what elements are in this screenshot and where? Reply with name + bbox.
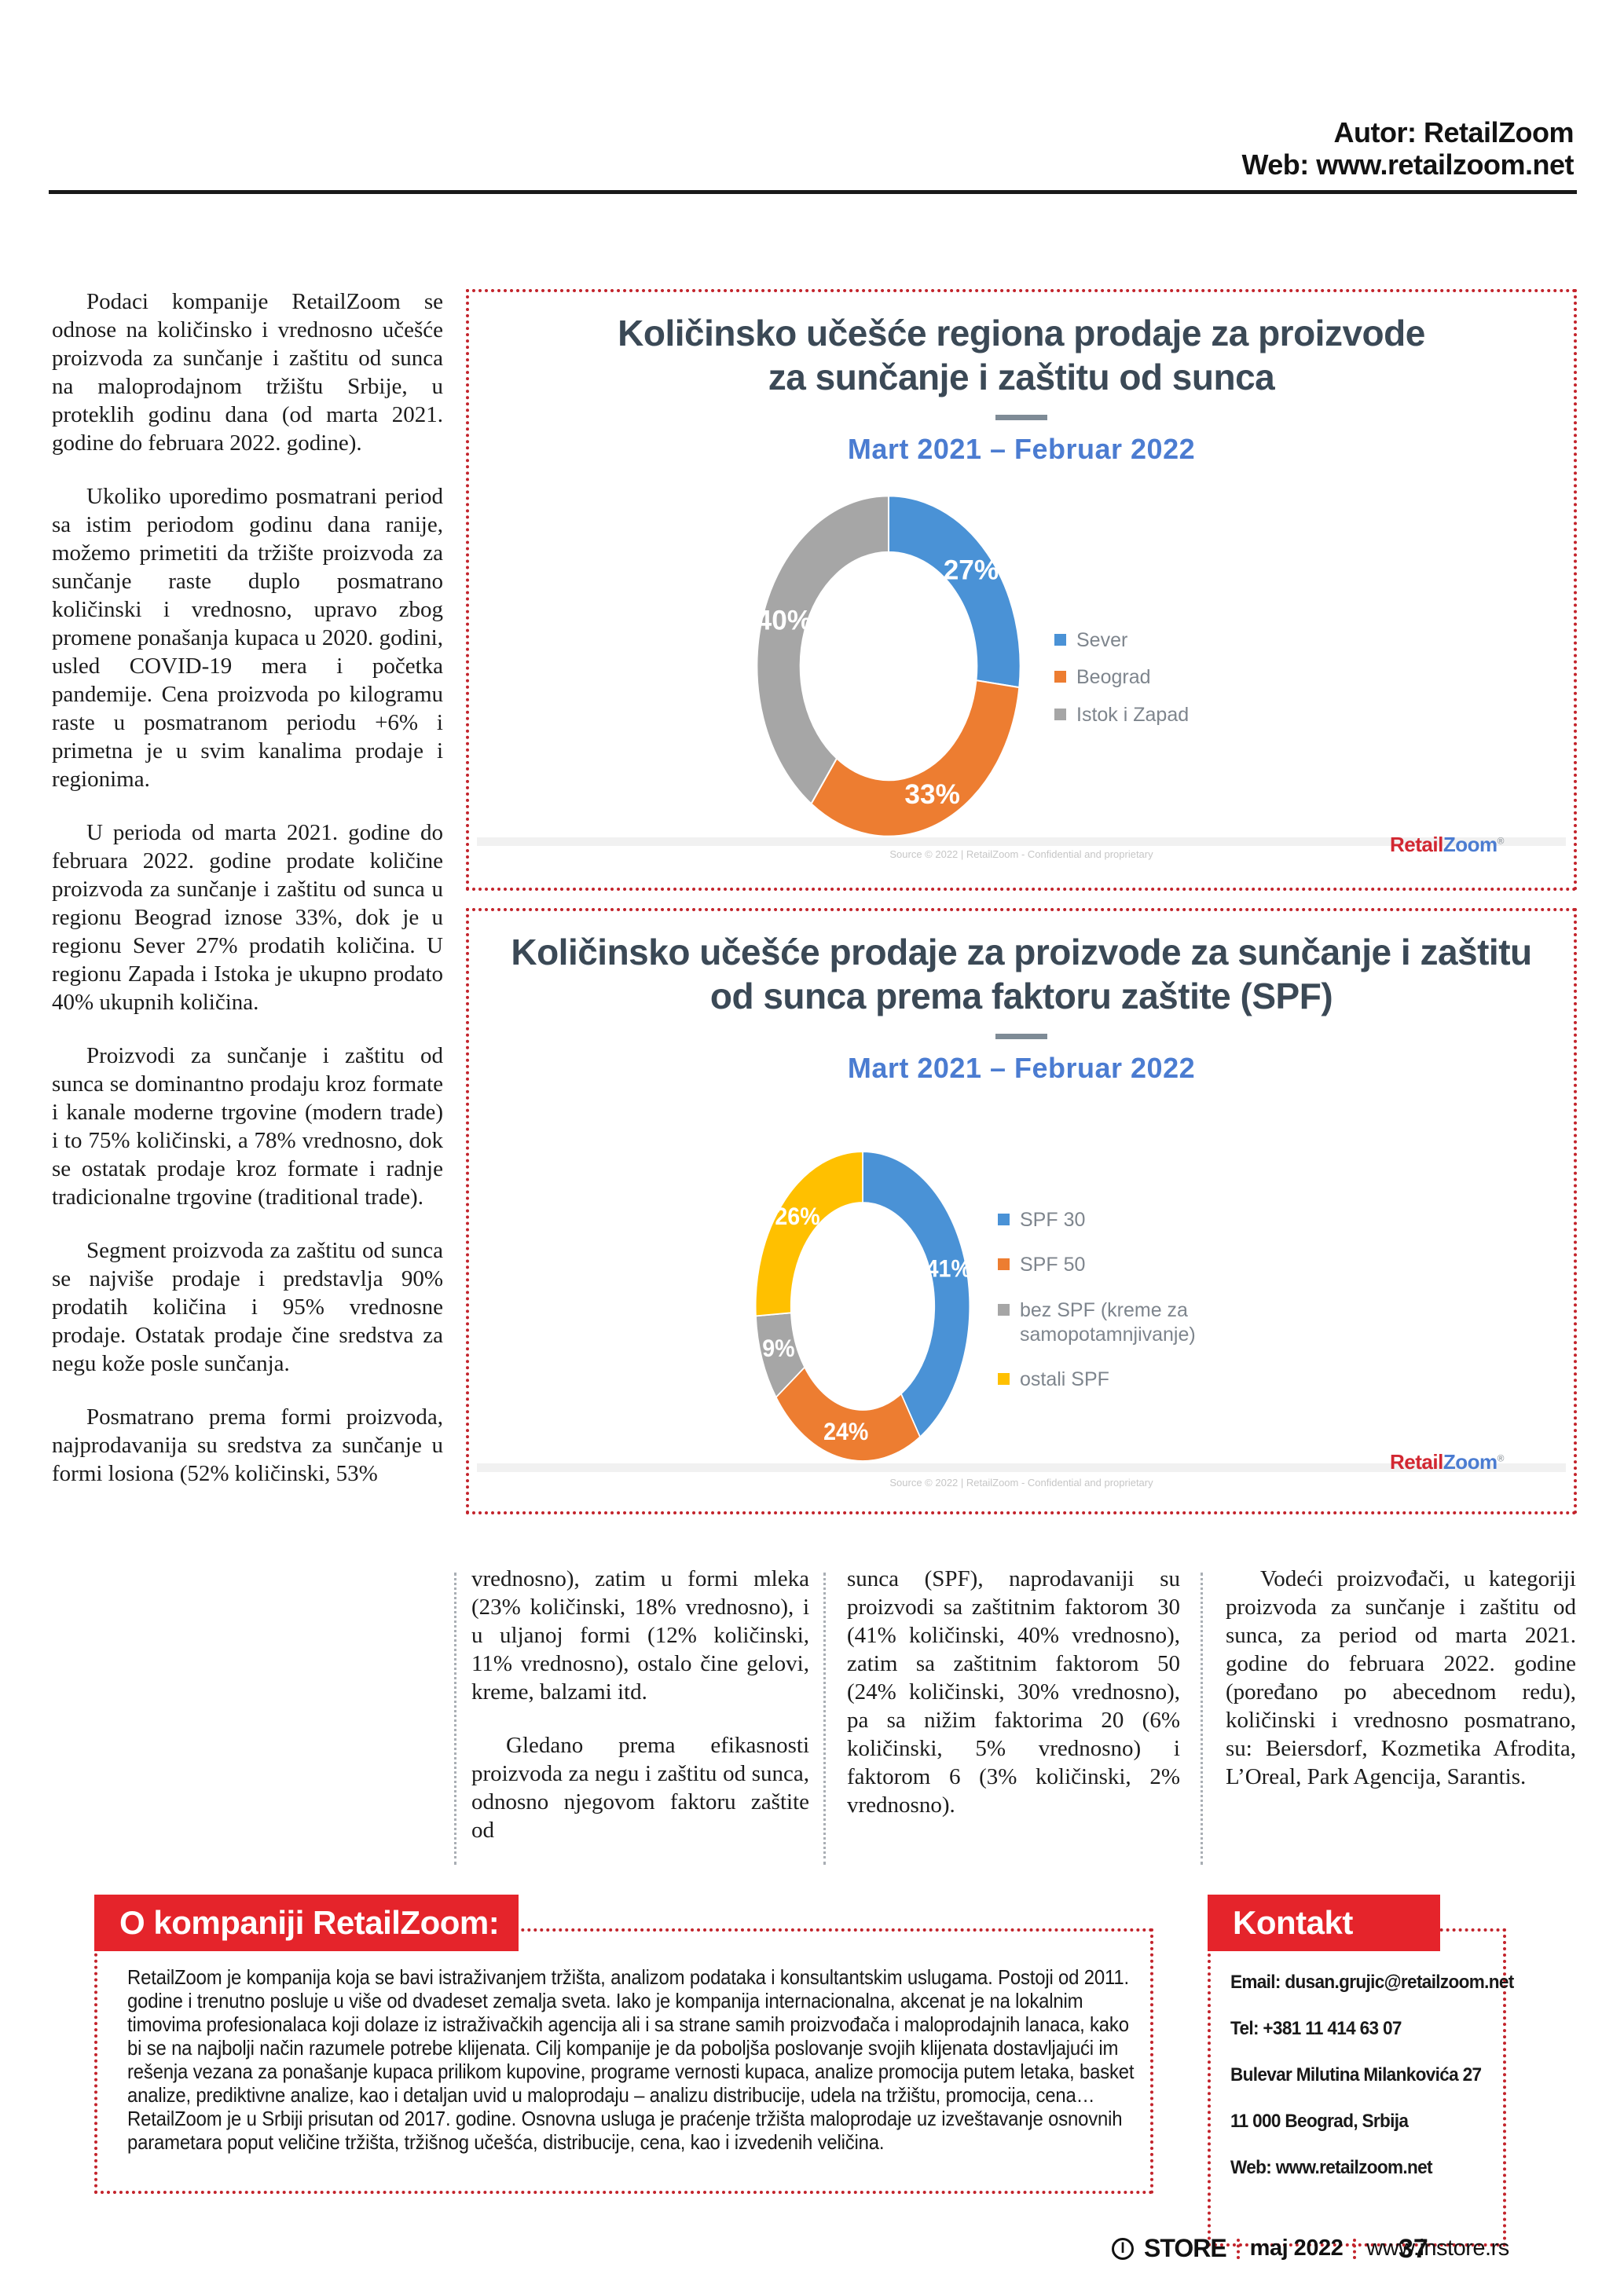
title-divider xyxy=(995,1034,1047,1040)
legend-label: SPF 30 xyxy=(1020,1209,1086,1231)
segment-value-label: 33% xyxy=(904,779,959,810)
page-header: Autor: RetailZoom Web: www.retailzoom.ne… xyxy=(1241,116,1574,181)
chart-title: Količinsko učešće prodaje za proizvode z… xyxy=(511,932,1532,1017)
article-column-3: sunca (SPF), naprodavaniji su proizvodi … xyxy=(847,1565,1180,1844)
legend-item: ostali SPF xyxy=(998,1368,1216,1392)
legend-item: Beograd xyxy=(1054,665,1189,690)
donut-segment-beograd xyxy=(810,679,1021,837)
contact-box xyxy=(1208,1928,1506,2247)
legend-label: Beograd xyxy=(1076,666,1151,689)
footer-brand: STORE xyxy=(1144,2234,1227,2262)
contact-address: Bulevar Milutina Milankovića 27 xyxy=(1230,2064,1482,2085)
contact-web: Web: www.retailzoom.net xyxy=(1230,2157,1433,2178)
footer-issue: maj 2022 xyxy=(1249,2236,1344,2261)
chart-regions-box: Količinsko učešće regiona prodaje za pro… xyxy=(466,289,1577,891)
paragraph: RetailZoom je kompanija koja se bavi ist… xyxy=(127,1965,1135,2107)
chart-subtitle: Mart 2021 – Februar 2022 xyxy=(847,433,1196,466)
article-column-1: Podaci kompanije RetailZoom se odnose na… xyxy=(52,287,443,1513)
chart-subtitle: Mart 2021 – Februar 2022 xyxy=(847,1052,1196,1085)
title-divider xyxy=(995,415,1047,421)
legend-label: Istok i Zapad xyxy=(1076,703,1190,726)
contact-lines: Email: dusan.grujic@retailzoom.net Tel: … xyxy=(1230,1972,1514,2203)
paragraph: Posmatrano prema formi proizvoda, najpro… xyxy=(52,1404,443,1486)
paragraph: Vodeći proizvođači, u kategoriji proizvo… xyxy=(1226,1566,1576,1789)
legend-swatch-icon xyxy=(998,1373,1010,1385)
chart-legend: Sever Beograd Istok i Zapad xyxy=(1054,628,1189,740)
paragraph: RetailZoom je u Srbiji prisutan od 2017.… xyxy=(127,2107,1123,2154)
chart-source-note: Source © 2022 | RetailZoom - Confidentia… xyxy=(889,848,1153,860)
legend-swatch-icon xyxy=(998,1303,1010,1316)
donut-segment-spf50 xyxy=(775,1366,922,1462)
paragraph: sunca (SPF), naprodavaniji su proizvodi … xyxy=(847,1566,1180,1818)
page-number: 37 xyxy=(1399,2234,1428,2264)
retailzoom-logo: RetailZoom® xyxy=(1390,833,1504,856)
segment-value-label: 27% xyxy=(944,555,999,586)
paragraph: Gledano prema efikasnosti proizvoda za n… xyxy=(471,1733,809,1843)
segment-value-label: 26% xyxy=(775,1203,819,1230)
page-footer: I STORE maj 2022 www.instore.rs xyxy=(1112,2234,1509,2263)
legend-swatch-icon xyxy=(998,1258,1010,1271)
legend-item: SPF 50 xyxy=(998,1253,1216,1277)
column-divider xyxy=(823,1573,826,1865)
contact-phone: Tel: +381 11 414 63 07 xyxy=(1230,2018,1402,2039)
chart-legend: SPF 30 SPF 50 bez SPF (kreme za samopota… xyxy=(998,1208,1216,1412)
paragraph: Ukoliko uporedimo posmatrani period sa i… xyxy=(52,484,443,792)
legend-swatch-icon xyxy=(998,1214,1010,1225)
donut-segment-istok-zapad xyxy=(756,495,890,805)
column-divider xyxy=(1201,1573,1203,1865)
chart-title: Količinsko učešće regiona prodaje za pro… xyxy=(618,313,1425,398)
retailzoom-logo: RetailZoom® xyxy=(1390,1450,1504,1474)
legend-label: ostali SPF xyxy=(1020,1368,1109,1390)
contact-city: 11 000 Beograd, Srbija xyxy=(1230,2111,1409,2132)
about-company-banner: O kompaniji RetailZoom: xyxy=(94,1895,519,1951)
legend-swatch-icon xyxy=(1054,634,1066,646)
donut-segment-spf30 xyxy=(862,1151,971,1438)
article-column-4: Vodeći proizvođači, u kategoriji proizvo… xyxy=(1226,1565,1576,1816)
segment-value-label: 41% xyxy=(926,1255,971,1283)
legend-item: Istok i Zapad xyxy=(1054,703,1189,727)
paragraph: Podaci kompanije RetailZoom se odnose na… xyxy=(52,289,443,456)
donut-segment-ostali-spf xyxy=(754,1151,863,1317)
segment-value-label: 40% xyxy=(757,605,812,635)
paragraph: Segment proizvoda za zaštitu od sunca se… xyxy=(52,1238,443,1376)
donut-segment-sever xyxy=(887,495,1021,689)
column-divider xyxy=(454,1573,456,1865)
web-line: Web: www.retailzoom.net xyxy=(1241,148,1574,181)
header-rule xyxy=(49,190,1577,194)
chart-spf-box: Količinsko učešće prodaje za proizvode z… xyxy=(466,908,1577,1514)
footer-divider xyxy=(1353,2238,1357,2259)
footer-site: www.instore.rs xyxy=(1366,2236,1509,2261)
paragraph: vrednosno), zatim u formi mleka (23% kol… xyxy=(471,1566,809,1705)
paragraph: U perioda od marta 2021. godine do febru… xyxy=(52,820,443,1015)
chart-floor-strip xyxy=(477,837,1566,846)
article-column-2: vrednosno), zatim u formi mleka (23% kol… xyxy=(471,1565,809,1869)
author-line: Autor: RetailZoom xyxy=(1333,116,1575,148)
about-company-box xyxy=(94,1928,1153,2194)
paragraph: Proizvodi za sunčanje i zaštitu od sunca… xyxy=(52,1043,443,1210)
legend-swatch-icon xyxy=(1054,671,1066,683)
chart-source-note: Source © 2022 | RetailZoom - Confidentia… xyxy=(889,1477,1153,1489)
legend-swatch-icon xyxy=(1054,708,1066,720)
legend-label: Sever xyxy=(1076,629,1128,651)
footer-divider xyxy=(1236,2238,1240,2259)
contact-email: Email: dusan.grujic@retailzoom.net xyxy=(1230,1972,1514,1993)
legend-item: Sever xyxy=(1054,628,1189,653)
donut-chart-regions: 27% 33% 40% xyxy=(756,495,1021,837)
legend-label: SPF 50 xyxy=(1020,1254,1086,1276)
contact-banner: Kontakt xyxy=(1208,1895,1440,1951)
legend-item: SPF 30 xyxy=(998,1208,1216,1232)
about-company-text: RetailZoom je kompanija koja se bavi ist… xyxy=(127,1965,1142,2154)
segment-value-label: 9% xyxy=(762,1335,794,1363)
legend-item: bez SPF (kreme za samopotamnjivanje) xyxy=(998,1298,1216,1348)
donut-chart-spf: 41% 24% 9% 26% xyxy=(754,1151,971,1462)
segment-value-label: 24% xyxy=(823,1419,868,1446)
chart-floor-strip xyxy=(477,1463,1566,1472)
instore-logo-icon: I xyxy=(1112,2237,1134,2260)
legend-label: bez SPF (kreme za samopotamnjivanje) xyxy=(1020,1298,1196,1346)
